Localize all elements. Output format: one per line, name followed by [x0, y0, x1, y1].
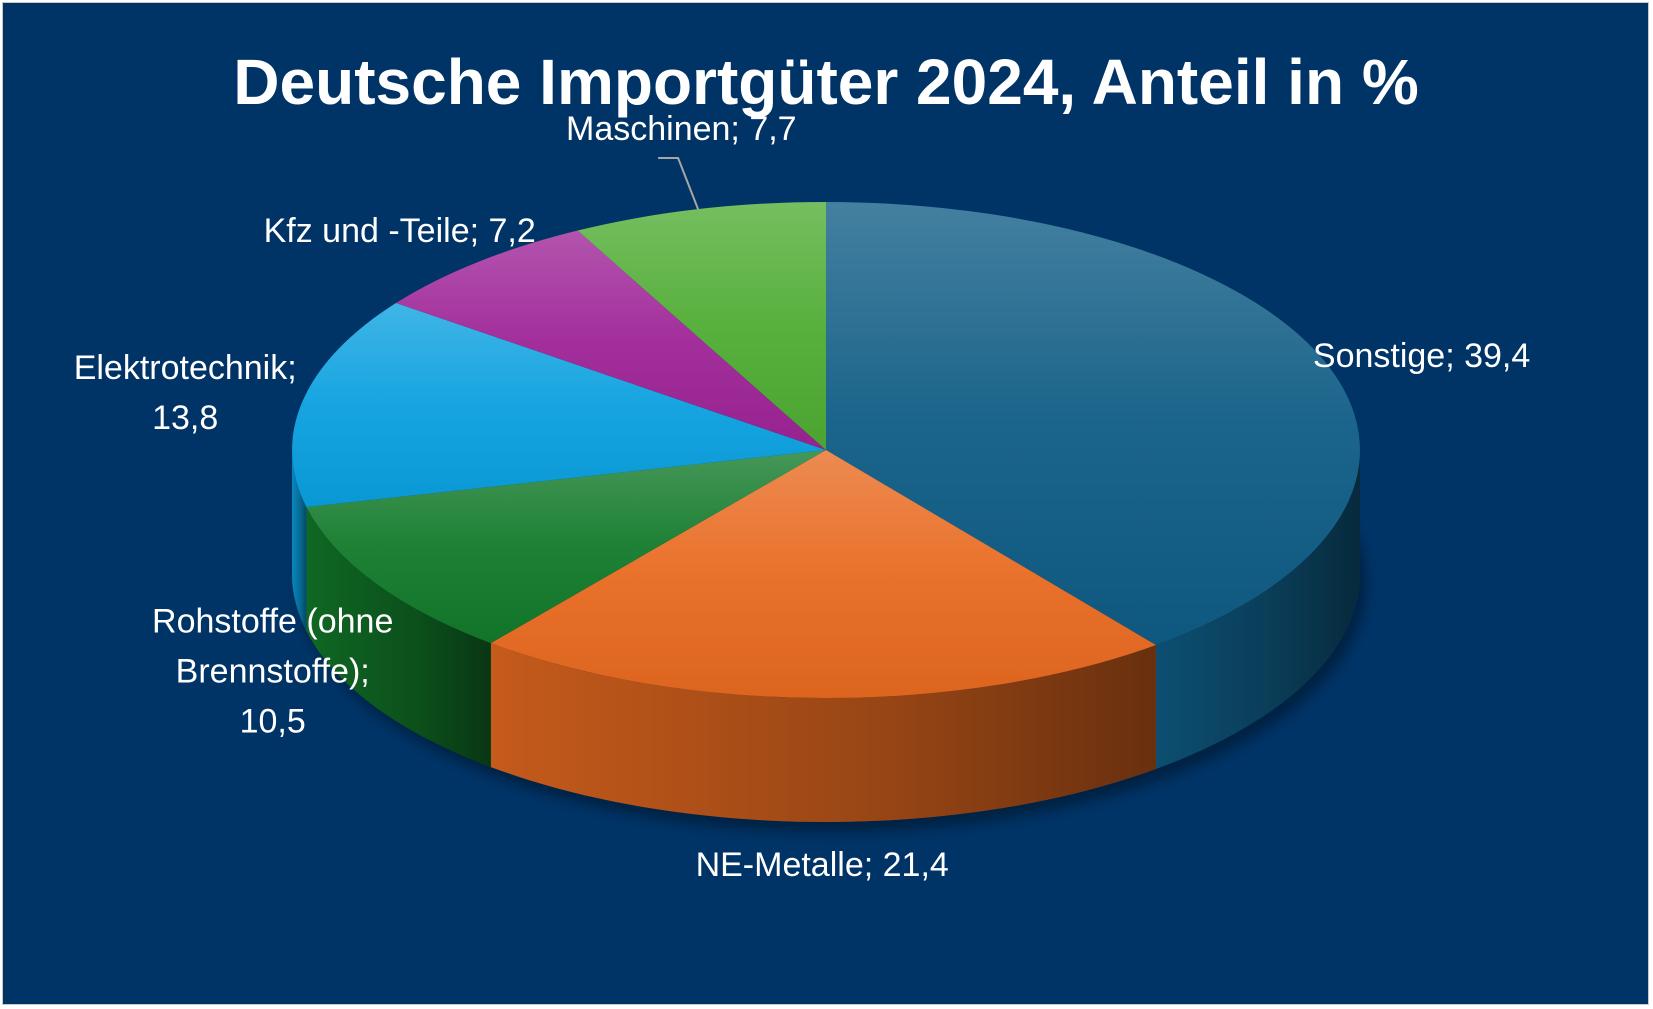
data-label-kfz-und-teile: Kfz und -Teile; 7,2	[264, 212, 536, 250]
data-label-line: 10,5	[240, 703, 306, 741]
leader-line-maschinen	[658, 157, 700, 210]
pie-side-ne-metalle	[490, 643, 1156, 822]
pie-slice-kfz-und-teile	[396, 230, 826, 450]
pie-slice-sonstige	[826, 202, 1360, 645]
data-label-line: 13,8	[152, 399, 218, 437]
data-label-rohstoffe-ohne-brennstoffe: Rohstoffe (ohne Brennstoffe); 10,5	[152, 603, 393, 741]
data-label-ne-metalle: NE-Metalle; 21,4	[696, 846, 949, 884]
pie-side-elektrotechnik	[292, 450, 307, 632]
data-label-line: Brennstoffe);	[176, 653, 370, 691]
pie-side-sonstige	[1155, 450, 1360, 769]
chart-title: Deutsche Importgüter 2024, Anteil in %	[233, 46, 1418, 118]
pie-slice-ne-metalle	[490, 450, 1156, 699]
data-label-line: Sonstige; 39,4	[1313, 337, 1530, 375]
pie-side-rohstoffe-ohne-brennstoffe	[306, 507, 491, 768]
data-label-elektrotechnik: Elektrotechnik; 13,8	[74, 349, 297, 437]
data-label-line: Kfz und -Teile; 7,2	[264, 212, 536, 250]
pie-slice-elektrotechnik	[292, 303, 826, 508]
data-label-maschinen: Maschinen; 7,7	[566, 110, 797, 148]
data-label-line: NE-Metalle; 21,4	[696, 846, 949, 884]
data-label-line: Elektrotechnik;	[74, 349, 297, 387]
pie-slice-rohstoffe-ohne-brennstoffe	[306, 450, 826, 644]
pie-slice-maschinen	[577, 202, 826, 450]
data-label-line: Rohstoffe (ohne	[152, 603, 393, 641]
data-label-line: Maschinen; 7,7	[566, 110, 797, 148]
data-label-sonstige: Sonstige; 39,4	[1313, 337, 1530, 375]
